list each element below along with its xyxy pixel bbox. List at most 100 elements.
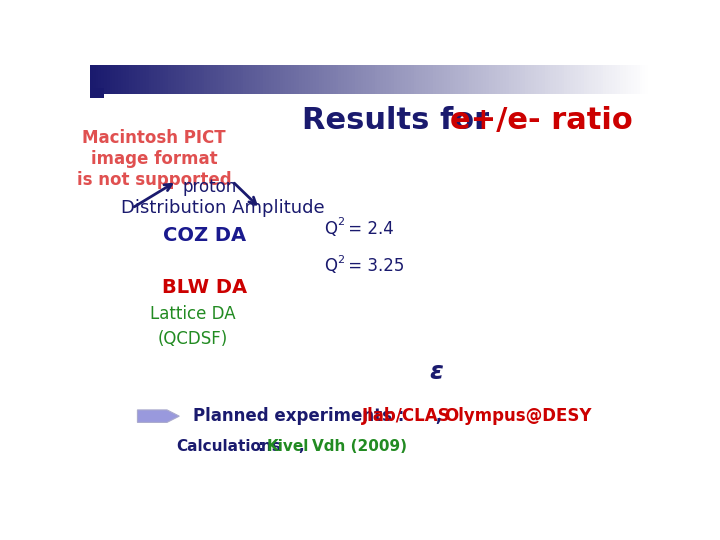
Bar: [252, 65, 255, 94]
Bar: [366, 65, 369, 94]
Bar: [595, 65, 598, 94]
Bar: [336, 65, 338, 94]
Bar: [218, 65, 221, 94]
Bar: [233, 65, 235, 94]
Bar: [587, 65, 590, 94]
Bar: [316, 65, 319, 94]
Bar: [107, 65, 109, 94]
Bar: [550, 65, 553, 94]
Bar: [386, 65, 389, 94]
Bar: [489, 65, 492, 94]
Bar: [227, 65, 230, 94]
Bar: [598, 65, 600, 94]
Text: COZ DA: COZ DA: [163, 226, 246, 245]
Bar: [464, 65, 467, 94]
Bar: [620, 65, 623, 94]
Bar: [282, 65, 285, 94]
Bar: [492, 65, 495, 94]
Bar: [603, 65, 606, 94]
Bar: [609, 65, 612, 94]
Bar: [584, 65, 587, 94]
Bar: [157, 65, 160, 94]
Bar: [495, 65, 498, 94]
Text: Lattice DA
(QCDSF): Lattice DA (QCDSF): [150, 305, 236, 348]
Bar: [528, 65, 531, 94]
Bar: [461, 65, 464, 94]
Bar: [160, 65, 163, 94]
Bar: [249, 65, 252, 94]
Bar: [416, 65, 419, 94]
Bar: [500, 65, 503, 94]
Bar: [112, 65, 115, 94]
Bar: [626, 65, 629, 94]
Bar: [425, 65, 428, 94]
Bar: [151, 65, 154, 94]
Text: proton: proton: [183, 178, 237, 197]
Bar: [240, 65, 243, 94]
Bar: [459, 65, 461, 94]
Bar: [138, 65, 140, 94]
Bar: [307, 65, 310, 94]
Bar: [444, 65, 447, 94]
Bar: [255, 65, 258, 94]
Text: :: :: [258, 439, 269, 454]
Bar: [372, 65, 374, 94]
Bar: [185, 65, 188, 94]
Bar: [171, 65, 174, 94]
Text: e+/e- ratio: e+/e- ratio: [450, 106, 633, 136]
Bar: [483, 65, 486, 94]
Bar: [99, 65, 101, 94]
Bar: [140, 65, 143, 94]
Bar: [305, 65, 307, 94]
Bar: [369, 65, 372, 94]
Bar: [90, 65, 93, 94]
FancyBboxPatch shape: [90, 87, 104, 98]
Bar: [575, 65, 578, 94]
Bar: [634, 65, 636, 94]
Bar: [243, 65, 246, 94]
Bar: [570, 65, 572, 94]
Bar: [322, 65, 324, 94]
Bar: [349, 65, 352, 94]
Bar: [266, 65, 269, 94]
Bar: [498, 65, 500, 94]
Bar: [291, 65, 294, 94]
Bar: [514, 65, 517, 94]
Bar: [553, 65, 556, 94]
Bar: [572, 65, 575, 94]
Bar: [534, 65, 536, 94]
Text: Q: Q: [324, 258, 338, 275]
Bar: [302, 65, 305, 94]
Bar: [456, 65, 459, 94]
Bar: [215, 65, 218, 94]
Bar: [438, 65, 441, 94]
Bar: [207, 65, 210, 94]
Text: ,: ,: [300, 439, 315, 454]
Bar: [330, 65, 333, 94]
Text: Jlab/CLAS: Jlab/CLAS: [361, 407, 450, 425]
Bar: [235, 65, 238, 94]
Bar: [478, 65, 481, 94]
Bar: [581, 65, 584, 94]
Bar: [431, 65, 433, 94]
Bar: [124, 65, 126, 94]
Bar: [213, 65, 215, 94]
Bar: [294, 65, 297, 94]
Bar: [523, 65, 526, 94]
Bar: [271, 65, 274, 94]
Bar: [441, 65, 444, 94]
Bar: [615, 65, 617, 94]
Bar: [297, 65, 300, 94]
Bar: [333, 65, 336, 94]
Bar: [508, 65, 511, 94]
Bar: [121, 65, 124, 94]
Text: = 2.4: = 2.4: [343, 220, 394, 238]
Bar: [405, 65, 408, 94]
Bar: [505, 65, 508, 94]
Bar: [168, 65, 171, 94]
Bar: [453, 65, 456, 94]
Text: Results for: Results for: [302, 106, 500, 136]
Bar: [115, 65, 118, 94]
Bar: [642, 65, 645, 94]
Bar: [617, 65, 620, 94]
